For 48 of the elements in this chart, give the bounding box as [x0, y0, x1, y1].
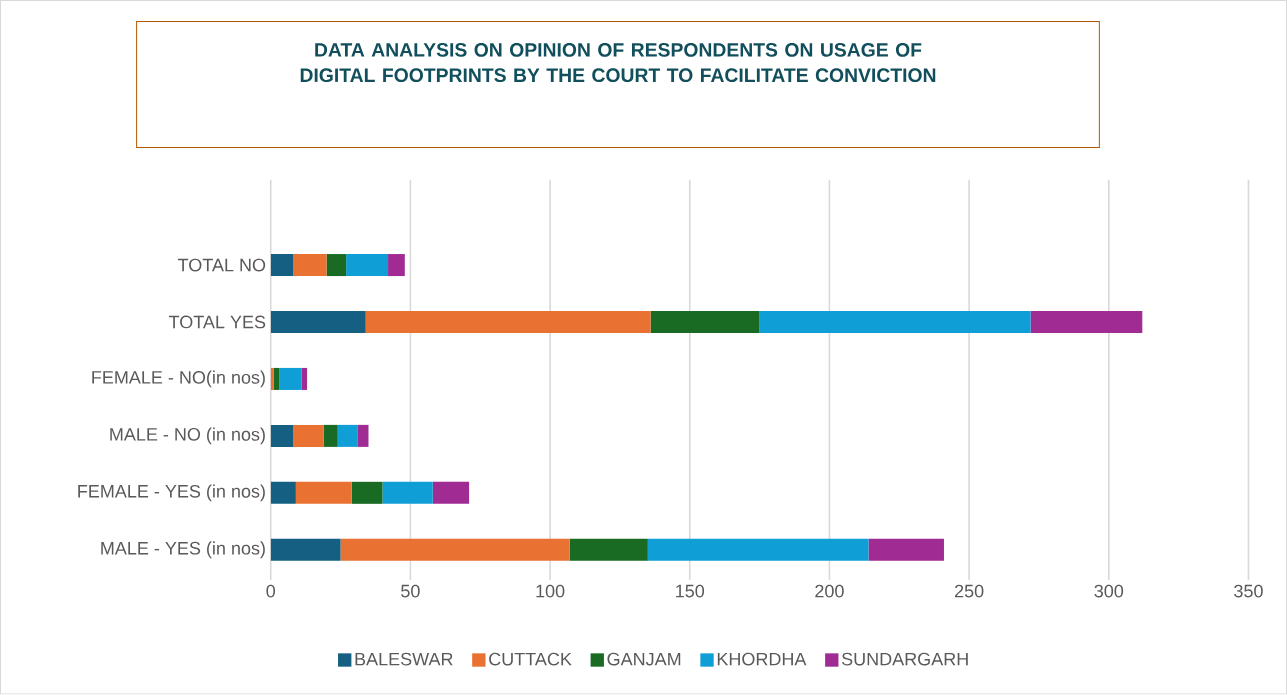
x-tick-label: 350 [1234, 584, 1263, 598]
legend-label: BALESWAR [355, 652, 453, 666]
x-tick-label: 50 [401, 584, 420, 598]
bar [293, 254, 327, 277]
x-tick-label: 300 [1094, 584, 1124, 598]
x-tick-label: 0 [266, 584, 276, 598]
bar [340, 539, 570, 562]
x-tick-label: 100 [536, 584, 565, 598]
bar [270, 254, 294, 277]
bar [293, 425, 324, 448]
bar [365, 311, 651, 334]
bar [432, 482, 470, 505]
y-tick-label: MALE - YES (in nos) [101, 541, 265, 559]
bar [351, 482, 383, 505]
bar [388, 254, 405, 277]
bar [301, 368, 308, 391]
bar [295, 482, 352, 505]
bar [279, 368, 302, 391]
bar [569, 539, 648, 562]
x-tick-label: 150 [676, 584, 705, 598]
legend-label: SUNDARGARH [841, 652, 968, 666]
chart-title: DATA ANALYSIS ON OPINION OF RESPONDENTS ON USAGE OF DIGITAL FOOTPRINTS BY THE COURT TO FACILITATE CONVICTION [300, 43, 936, 83]
legend-label: KHORDHA [717, 652, 807, 666]
bar [346, 254, 389, 277]
bar [270, 539, 341, 562]
y-tick-label: FEMALE - YES (in nos) [78, 484, 265, 502]
x-tick-label: 250 [954, 584, 984, 598]
y-tick-label: TOTAL NO [177, 258, 266, 272]
y-tick-label: FEMALE - NO(in nos) [92, 370, 265, 388]
bar [759, 311, 1031, 334]
x-tick-label: 200 [815, 584, 844, 598]
bar [868, 539, 944, 562]
legend-label: GANJAM [607, 652, 681, 666]
bar [270, 311, 366, 334]
legend-label: CUTTACK [489, 652, 572, 666]
y-tick-label: MALE - NO (in nos) [110, 427, 265, 445]
y-tick-label: TOTAL YES [168, 315, 266, 329]
bar [357, 425, 369, 448]
bar [1030, 311, 1143, 334]
bar [647, 539, 869, 562]
bar [270, 482, 296, 505]
bar [650, 311, 760, 334]
bar [382, 482, 433, 505]
bar [323, 425, 338, 448]
bar [270, 425, 294, 448]
bar [337, 425, 358, 448]
bar [270, 368, 274, 391]
bar [326, 254, 347, 277]
